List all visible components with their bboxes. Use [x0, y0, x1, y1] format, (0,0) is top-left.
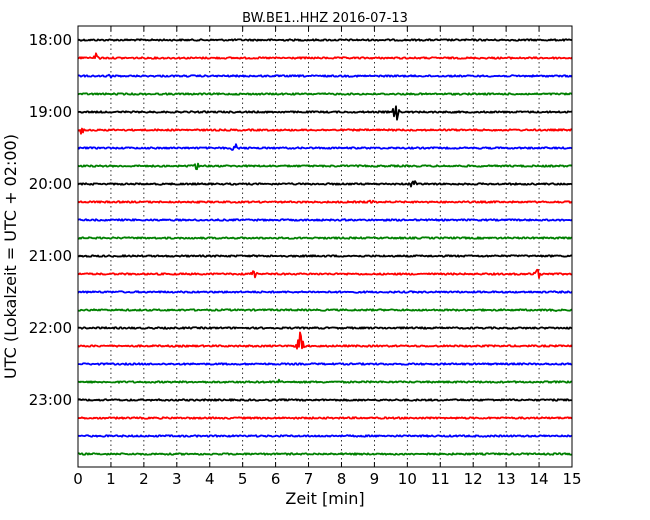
trace-2000	[77, 180, 573, 188]
x-tick-label: 3	[172, 470, 182, 488]
trace-2200	[77, 326, 573, 330]
y-tick-label: 18:00	[29, 31, 72, 49]
trace-2215	[77, 331, 573, 350]
x-tick-label: 1	[106, 470, 116, 488]
y-tick-label: 22:00	[29, 319, 72, 337]
y-tick-label: 21:00	[29, 247, 72, 265]
trace-1930	[77, 143, 573, 151]
trace-2045	[77, 236, 573, 240]
trace-1945	[77, 162, 573, 171]
chart-title: BW.BE1..HHZ 2016-07-13	[242, 11, 408, 26]
x-tick-label: 0	[73, 470, 83, 488]
trace-1830	[77, 73, 573, 79]
trace-1815	[77, 52, 573, 60]
x-tick-label: 11	[431, 470, 450, 488]
trace-1845	[77, 92, 573, 96]
x-tick-label: 10	[398, 470, 417, 488]
y-tick-label: 23:00	[29, 391, 72, 409]
plot-frame	[77, 25, 573, 468]
trace-2345	[77, 452, 573, 456]
x-axis-label: Zeit [min]	[285, 489, 364, 508]
x-tick-label: 8	[337, 470, 347, 488]
trace-2300	[77, 398, 573, 402]
trace-2230	[77, 362, 573, 366]
x-tick-label: 2	[139, 470, 149, 488]
y-axis-label: UTC (Lokalzeit = UTC + 02:00)	[1, 134, 20, 379]
trace-2015	[77, 199, 573, 204]
x-tick-label: 15	[562, 470, 581, 488]
trace-2030	[77, 218, 573, 222]
trace-1900	[77, 105, 573, 121]
axis-ticks: 0 1 2 3 4 5 6 7 8 9 10 11 12 13 14 1518:0019:0020:0021:…	[29, 26, 582, 488]
trace-2145	[77, 308, 573, 313]
x-tick-label: 6	[271, 470, 281, 488]
seismic-traces	[77, 38, 573, 456]
x-tick-label: 13	[497, 470, 516, 488]
trace-2245	[77, 378, 573, 384]
trace-2315	[77, 416, 573, 420]
y-tick-label: 19:00	[29, 103, 72, 121]
trace-2330	[77, 434, 573, 438]
trace-1800	[77, 38, 573, 42]
y-tick-label: 20:00	[29, 175, 72, 193]
trace-1915	[77, 127, 573, 135]
x-tick-label: 9	[370, 470, 380, 488]
x-tick-label: 12	[464, 470, 483, 488]
trace-2100	[77, 254, 573, 258]
trace-2130	[77, 290, 573, 294]
x-tick-label: 5	[238, 470, 248, 488]
x-tick-label: 7	[304, 470, 314, 488]
x-tick-label: 4	[205, 470, 215, 488]
x-tick-label: 14	[530, 470, 549, 488]
grid-lines	[110, 26, 540, 467]
trace-2115	[77, 268, 573, 279]
